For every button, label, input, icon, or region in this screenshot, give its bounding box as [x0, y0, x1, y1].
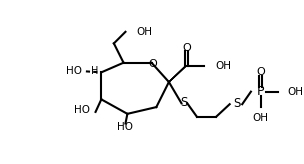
- Text: OH: OH: [215, 61, 231, 71]
- Text: O: O: [148, 59, 157, 69]
- Text: O: O: [256, 67, 265, 77]
- Text: P: P: [257, 85, 264, 98]
- Text: HO: HO: [66, 66, 82, 76]
- Text: O: O: [182, 43, 191, 53]
- Text: S: S: [233, 97, 240, 110]
- Text: S: S: [181, 96, 188, 109]
- Text: HO: HO: [117, 122, 133, 132]
- Text: OH: OH: [288, 87, 304, 97]
- Text: OH: OH: [253, 113, 268, 123]
- Text: H: H: [91, 66, 98, 76]
- Text: HO: HO: [74, 105, 90, 115]
- Text: OH: OH: [136, 27, 152, 37]
